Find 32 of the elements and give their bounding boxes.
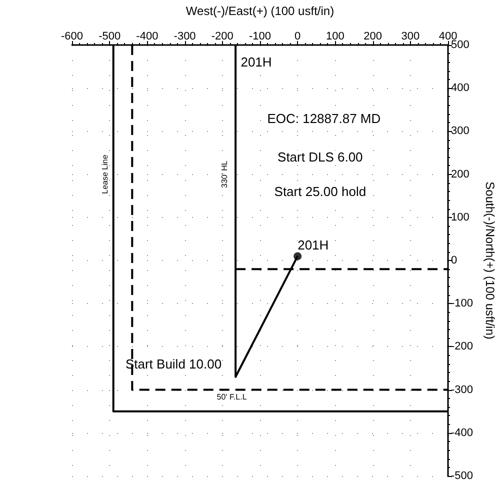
annotation: 330' HL (220, 160, 229, 188)
annotation: 50' F.L.L (216, 392, 248, 402)
y-tick-label: -100 (451, 298, 474, 310)
y-tick-label: 0 (451, 254, 458, 266)
x-tick-label: -200 (211, 30, 234, 42)
y-tick-label: 300 (451, 125, 470, 138)
y-axis-title: South(-)/North(+) (100 usft/in) (483, 182, 497, 340)
x-tick-label: -100 (248, 30, 272, 42)
annotation: Lease Line (100, 154, 110, 194)
y-tick-label: 400 (451, 82, 470, 94)
annotation: Start DLS 6.00 (278, 150, 363, 165)
x-tick-label: -300 (174, 30, 196, 42)
y-tick-label: -300 (451, 384, 474, 396)
annotation: Start Build 10.00 (125, 356, 222, 372)
y-tick-label: -500 (451, 470, 474, 482)
y-tick-label: 100 (451, 211, 470, 224)
x-tick-label: 100 (326, 30, 344, 42)
y-tick-label: 200 (451, 168, 470, 180)
annotation: Start 25.00 hold (274, 184, 366, 200)
annotation: 201H (298, 238, 329, 253)
y-tick-label: 500 (451, 39, 470, 51)
x-tick-label: 300 (401, 30, 420, 42)
x-tick-label: -600 (60, 30, 84, 42)
annotation: 201H (240, 54, 272, 70)
x-tick-label: 0 (294, 30, 301, 42)
y-tick-label: -200 (451, 340, 474, 353)
x-tick-label: -500 (98, 30, 121, 42)
y-tick-label: -400 (451, 426, 474, 439)
annotation: EOC: 12887.87 MD (267, 110, 381, 126)
x-tick-label: 200 (364, 30, 382, 42)
x-axis-title: West(-)/East(+) (100 usft/in) (186, 4, 334, 18)
x-tick-label: -400 (136, 30, 158, 42)
